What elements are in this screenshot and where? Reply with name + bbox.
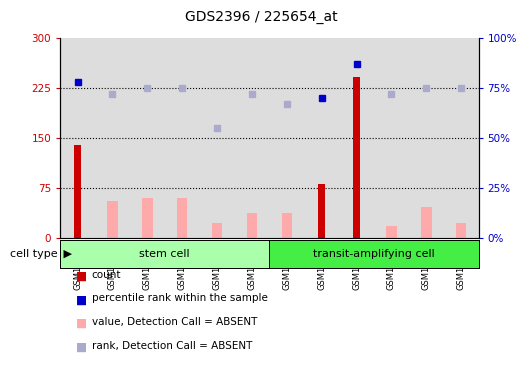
Bar <box>269 38 304 238</box>
Bar <box>74 145 81 238</box>
Bar <box>353 77 360 238</box>
Text: percentile rank within the sample: percentile rank within the sample <box>92 293 267 303</box>
Bar <box>444 38 479 238</box>
Text: ■: ■ <box>76 270 87 283</box>
Bar <box>165 38 200 238</box>
Bar <box>142 198 153 238</box>
Bar <box>339 38 374 238</box>
Bar <box>60 38 95 238</box>
Bar <box>107 202 118 238</box>
Text: stem cell: stem cell <box>140 249 190 259</box>
Bar <box>281 213 292 238</box>
Bar <box>200 38 234 238</box>
Bar <box>374 38 409 238</box>
Text: ■: ■ <box>76 317 87 330</box>
Bar <box>421 207 431 238</box>
Bar <box>130 38 165 238</box>
Bar <box>247 213 257 238</box>
Text: GDS2396 / 225654_at: GDS2396 / 225654_at <box>185 10 338 23</box>
Bar <box>234 38 269 238</box>
Text: ▶: ▶ <box>60 249 72 259</box>
Text: ■: ■ <box>76 293 87 306</box>
Bar <box>212 223 222 238</box>
Text: transit-amplifying cell: transit-amplifying cell <box>313 249 435 259</box>
Text: value, Detection Call = ABSENT: value, Detection Call = ABSENT <box>92 317 257 327</box>
Text: count: count <box>92 270 121 280</box>
Bar <box>409 38 444 238</box>
Bar <box>319 184 325 238</box>
Bar <box>386 226 396 238</box>
Text: rank, Detection Call = ABSENT: rank, Detection Call = ABSENT <box>92 341 252 351</box>
Bar <box>177 198 187 238</box>
Text: ■: ■ <box>76 341 87 354</box>
Bar <box>95 38 130 238</box>
Bar <box>304 38 339 238</box>
Text: cell type: cell type <box>10 249 58 259</box>
Bar <box>456 223 467 238</box>
